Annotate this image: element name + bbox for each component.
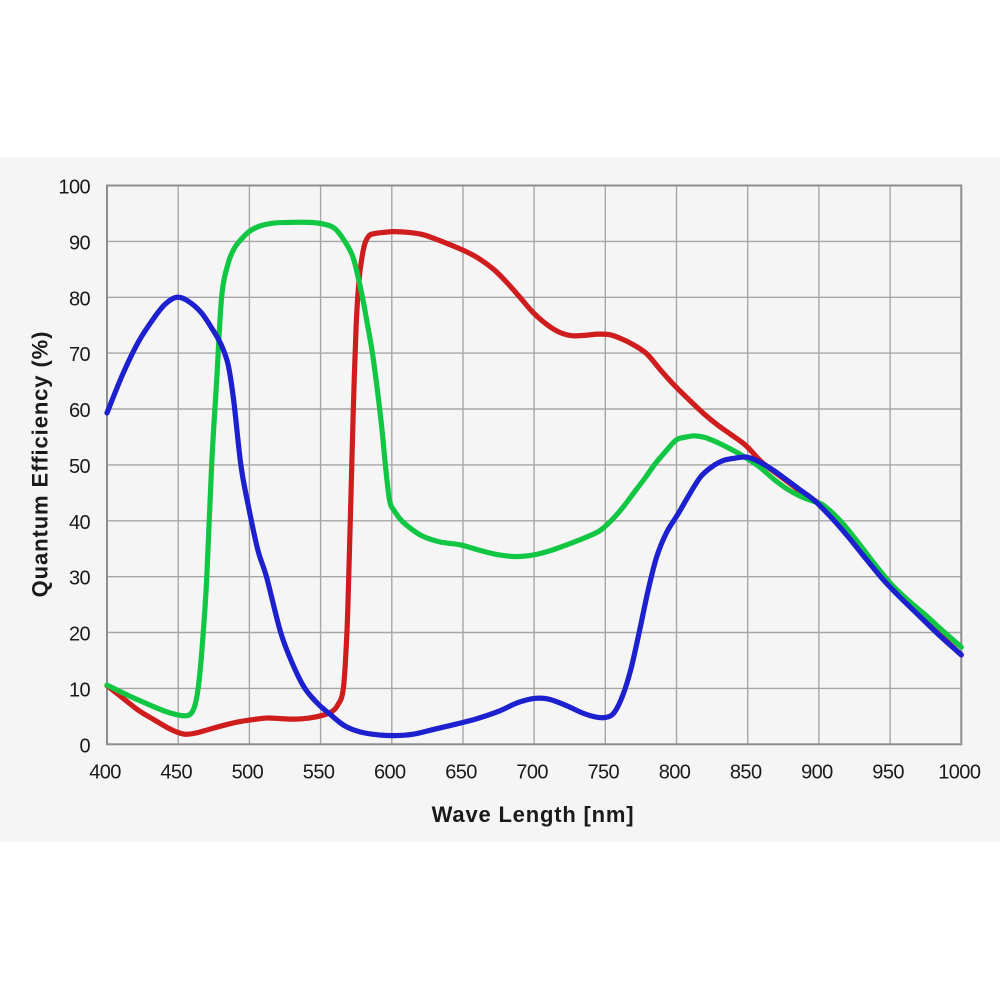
svg-text:80: 80 [69,288,91,310]
svg-text:90: 90 [69,232,91,254]
svg-text:70: 70 [69,344,91,366]
svg-text:450: 450 [160,762,192,784]
svg-text:550: 550 [303,762,335,784]
svg-text:10: 10 [69,679,91,701]
svg-text:750: 750 [588,762,620,784]
svg-text:20: 20 [69,624,91,646]
svg-text:600: 600 [374,762,406,784]
svg-text:40: 40 [69,512,91,534]
svg-text:100: 100 [58,177,90,199]
svg-text:400: 400 [89,762,121,784]
svg-text:500: 500 [232,762,264,784]
svg-text:700: 700 [516,762,548,784]
svg-text:0: 0 [79,735,90,757]
svg-text:Wave Length [nm]: Wave Length [nm] [432,802,635,827]
svg-text:900: 900 [801,762,833,784]
svg-text:1000: 1000 [938,762,981,784]
svg-text:850: 850 [730,762,762,784]
svg-text:60: 60 [69,400,91,422]
svg-text:950: 950 [872,762,904,784]
svg-text:800: 800 [659,762,691,784]
svg-text:50: 50 [69,456,91,478]
svg-text:Quantum Efficiency (%): Quantum Efficiency (%) [28,331,53,598]
svg-text:30: 30 [69,568,91,590]
svg-text:650: 650 [445,762,477,784]
